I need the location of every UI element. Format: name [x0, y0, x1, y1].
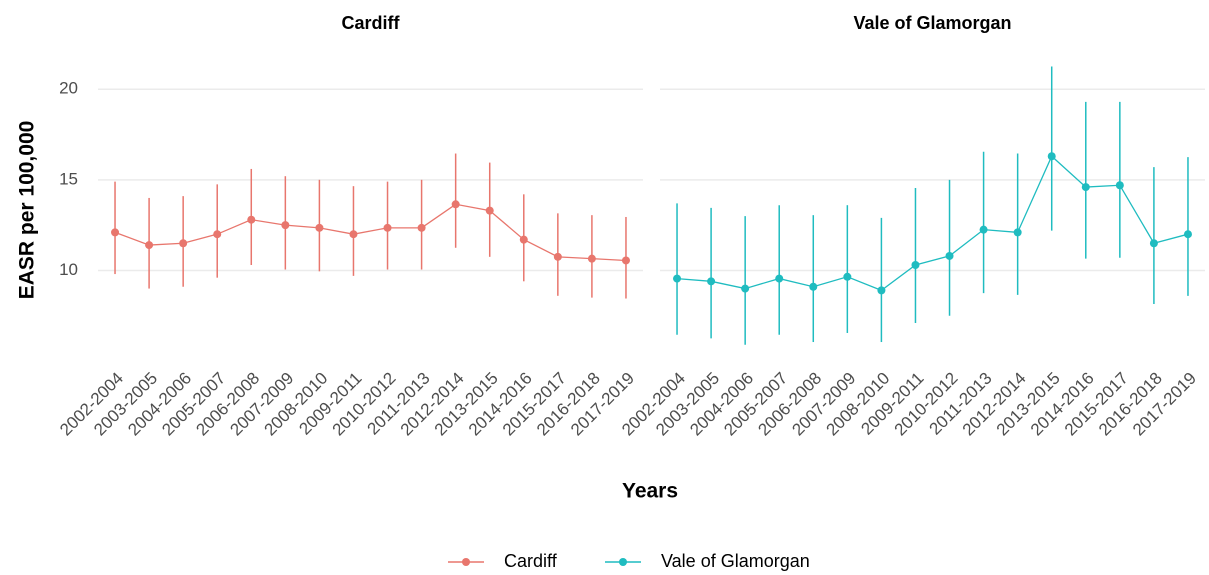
point: [741, 284, 750, 293]
point: [247, 215, 256, 224]
point: [775, 274, 784, 283]
point: [809, 282, 818, 291]
point: [383, 223, 392, 232]
point: [145, 241, 154, 250]
point: [1013, 228, 1022, 237]
legend-marker: [619, 558, 627, 566]
point: [451, 200, 460, 209]
legend-label: Cardiff: [504, 551, 558, 571]
y-axis-label: EASR per 100,000: [16, 121, 39, 300]
y-tick-label: 15: [59, 169, 78, 188]
point: [911, 261, 920, 269]
line: [676, 155, 1189, 292]
point: [213, 230, 222, 239]
point: [179, 239, 188, 248]
y-tick-label: 20: [59, 79, 78, 98]
point: [1183, 230, 1192, 239]
point: [315, 223, 324, 232]
facet-title: Vale of Glamorgan: [853, 13, 1011, 33]
x-axis-label: Years: [622, 480, 678, 503]
point: [485, 206, 494, 215]
point: [707, 277, 716, 286]
y-tick-label: 10: [59, 260, 78, 279]
point: [281, 221, 290, 230]
facet-title: Cardiff: [342, 13, 401, 33]
point: [1115, 181, 1124, 190]
line: [114, 203, 627, 262]
point: [877, 286, 886, 295]
point: [587, 254, 596, 263]
point: [1149, 239, 1158, 248]
point: [553, 252, 562, 261]
point: [349, 230, 358, 239]
point: [417, 223, 426, 232]
point: [843, 272, 852, 281]
point: [945, 251, 954, 260]
point: [621, 256, 630, 265]
point: [1047, 152, 1056, 161]
point: [1081, 183, 1090, 192]
point: [519, 235, 528, 244]
point: [979, 225, 988, 234]
point: [673, 274, 682, 283]
point: [111, 228, 120, 237]
legend-label: Vale of Glamorgan: [661, 551, 810, 571]
legend-marker: [462, 558, 470, 566]
